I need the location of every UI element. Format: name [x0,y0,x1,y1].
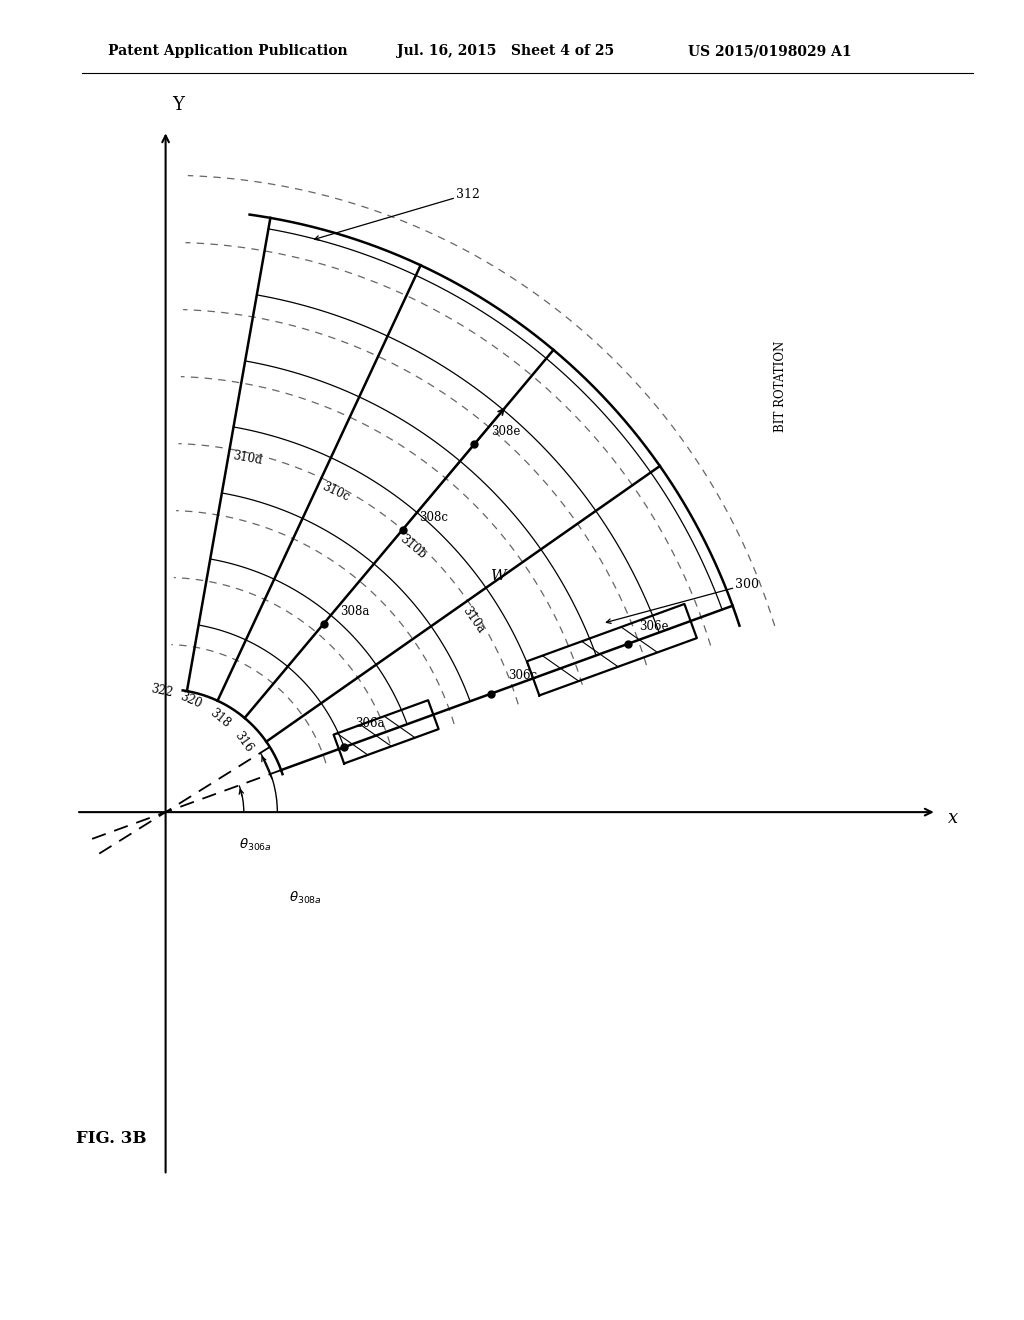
Text: 308a: 308a [340,606,370,618]
Text: $\theta_{308a}$: $\theta_{308a}$ [289,890,322,906]
Text: Patent Application Publication: Patent Application Publication [108,45,347,58]
Text: BIT ROTATION: BIT ROTATION [774,341,786,432]
Text: 306e: 306e [639,620,669,632]
Text: Y: Y [172,96,184,114]
Text: 312: 312 [456,187,480,201]
Text: 322: 322 [150,682,174,700]
Text: US 2015/0198029 A1: US 2015/0198029 A1 [688,45,852,58]
Text: 316: 316 [231,730,256,755]
Text: 310b: 310b [397,532,429,561]
Text: 310a: 310a [460,605,487,635]
Text: 300: 300 [735,578,760,590]
Text: 308c: 308c [420,511,449,524]
Text: 320: 320 [178,690,204,710]
Text: Jul. 16, 2015   Sheet 4 of 25: Jul. 16, 2015 Sheet 4 of 25 [397,45,614,58]
Text: $\theta_{306a}$: $\theta_{306a}$ [239,837,271,853]
Text: 318: 318 [207,706,232,730]
Text: W: W [492,569,507,583]
Text: 306c: 306c [508,669,537,682]
Text: FIG. 3B: FIG. 3B [76,1130,146,1147]
Text: 310d: 310d [231,449,263,467]
Text: 310c: 310c [321,479,352,503]
Text: x: x [948,809,957,826]
Text: 308e: 308e [492,425,520,438]
Text: 306a: 306a [355,717,385,730]
